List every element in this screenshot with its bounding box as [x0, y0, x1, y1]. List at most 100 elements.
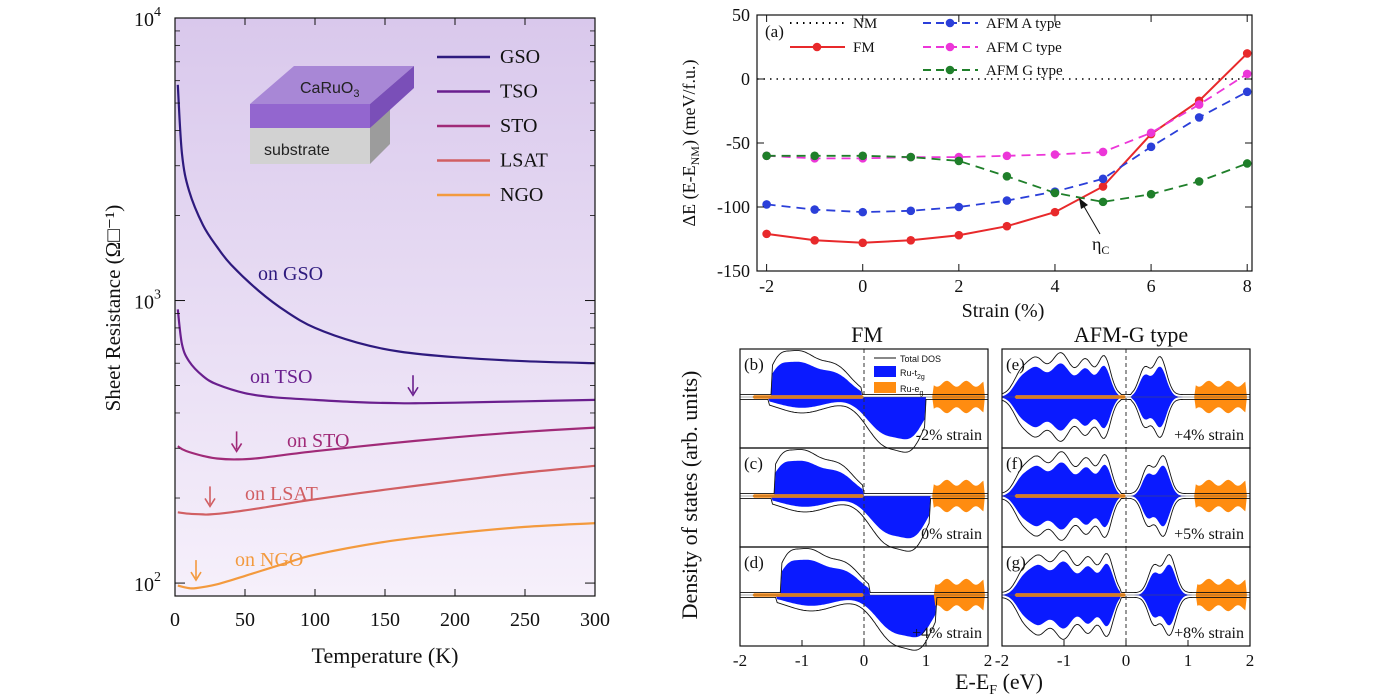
x-tick-label: 1 — [1184, 651, 1193, 670]
x-tick-label: -2 — [995, 651, 1009, 670]
dos-panel-f: (f) +5% strain — [1001, 447, 1251, 548]
series-line-sto — [177, 426, 596, 461]
data-point-afm-c — [1146, 128, 1156, 138]
x-axis-ticks: 0 50 100 150 200 250 300 — [170, 18, 610, 631]
t2g-area-down — [740, 397, 988, 440]
x-tick-label: 0 — [860, 651, 869, 670]
dos-panel-c: (c) 0% strain — [739, 447, 989, 552]
data-point-afm-a — [762, 200, 771, 209]
data-point-afm-a — [954, 202, 964, 212]
t2g-area-up — [740, 460, 988, 496]
data-point-fm — [858, 238, 868, 248]
data-point-fm — [906, 235, 916, 245]
column-title-fm: FM — [851, 322, 883, 347]
onset-arrowhead-tso — [407, 386, 419, 397]
legend-swatch-ru-t2g — [874, 366, 896, 377]
substrate-side — [370, 108, 390, 164]
legend-marker-fm — [812, 42, 822, 52]
data-point-afm-c — [1242, 69, 1252, 79]
data-point-fm — [1242, 49, 1252, 58]
eg-area-up — [740, 380, 988, 397]
legend-label-lsat: LSAT — [500, 150, 548, 172]
y-tick-label: -100 — [717, 197, 750, 217]
data-point-fm — [762, 229, 771, 239]
legend-swatch-ru-eg — [874, 382, 896, 393]
strain-label: +4% strain — [912, 625, 982, 642]
x-tick-label: 250 — [510, 609, 540, 631]
x-tick-label: 2 — [984, 651, 993, 670]
panel-label: (d) — [744, 553, 764, 572]
data-point-afm-c — [1002, 151, 1012, 161]
curve-label-ngo: on NGO — [235, 549, 303, 571]
dos-panel-e: (e) +4% strain — [1001, 348, 1251, 449]
legend-label-tso: TSO — [500, 81, 538, 103]
legend-label-ru-t2g: Ru-t2g — [900, 368, 925, 381]
x-tick-label: 0 — [1122, 651, 1131, 670]
film-front — [250, 104, 370, 128]
t2g-area-down — [1002, 397, 1250, 431]
y-tick-label: -50 — [726, 133, 750, 153]
x-tick-label: 2 — [1246, 651, 1255, 670]
y-axis-title: ΔE (E-ENM) (meV/f.u.) — [679, 60, 702, 227]
data-point-fm — [1098, 182, 1108, 191]
x-axis-title: Temperature (K) — [312, 643, 459, 668]
x-tick-label: 2 — [954, 276, 963, 296]
data-point-fm — [810, 235, 819, 245]
t2g-area-up — [740, 361, 988, 397]
legend-label-sto: STO — [500, 115, 537, 137]
substrate-front — [250, 128, 370, 164]
data-point-afm-g — [810, 151, 819, 161]
y-axis-ticks: 50 0 -50 -100 -150 — [717, 5, 1252, 281]
x-tick-label: 1 — [922, 651, 931, 670]
film-top — [250, 66, 414, 104]
data-point-afm-c — [1050, 150, 1060, 159]
resistance-series — [176, 84, 596, 590]
eg-area-down — [740, 595, 988, 612]
x-axis-title: Strain (%) — [962, 300, 1045, 322]
y-tick-label: 103 — [134, 288, 161, 314]
legend-label-gso: GSO — [500, 46, 540, 68]
strain-label: +8% strain — [1174, 625, 1244, 642]
eg-area-up — [740, 479, 988, 496]
legend: NM FM AFM A type AFM C type AFM G type — [790, 16, 1063, 79]
legend-label-ru-eg: Ru-eg — [900, 384, 924, 397]
x-axis-ticks: -2 0 2 4 6 8 — [759, 15, 1252, 296]
dos-panel-b: (b) -2% strain — [739, 348, 989, 453]
t2g-area-down — [740, 496, 988, 539]
x-tick-label: 100 — [300, 609, 330, 631]
data-point-afm-g — [1194, 177, 1204, 186]
y-tick-label: -150 — [717, 261, 750, 281]
data-point-afm-g — [1146, 189, 1156, 199]
data-point-afm-a — [1194, 113, 1204, 122]
x-tick-label: -1 — [795, 651, 809, 670]
data-point-afm-g — [762, 151, 771, 161]
eg-area-up — [1002, 578, 1250, 595]
legend-label-afm-g: AFM G type — [986, 63, 1063, 79]
eg-area-down — [740, 496, 988, 513]
eta-c-arrow — [1081, 202, 1101, 235]
t2g-area-up — [1002, 363, 1250, 397]
legend-marker-afm-a — [945, 18, 955, 28]
data-point-afm-g — [954, 156, 964, 166]
legend-marker-afm-c — [945, 42, 955, 52]
x-axis-ticks: -2 -1 0 1 2 -2 -1 0 1 2 — [733, 640, 1254, 670]
y-axis-ticks: 102 103 104 — [134, 5, 595, 596]
data-point-fm — [954, 230, 964, 240]
eg-area-up — [740, 578, 988, 595]
data-point-afm-g — [1050, 188, 1060, 198]
data-point-afm-a — [1002, 196, 1012, 205]
data-point-afm-a — [810, 205, 819, 214]
eg-area-up — [1002, 479, 1250, 496]
legend-label-total-dos: Total DOS — [900, 354, 941, 364]
data-point-afm-a — [906, 206, 916, 216]
y-tick-label: 0 — [741, 69, 750, 89]
curve-label-sto: on STO — [287, 430, 349, 452]
data-point-afm-a — [1146, 142, 1156, 152]
data-point-afm-c — [1098, 147, 1108, 157]
data-point-afm-a — [858, 207, 868, 217]
x-tick-label: 50 — [235, 609, 255, 631]
x-tick-label: 150 — [370, 609, 400, 631]
x-tick-label: 0 — [170, 609, 180, 631]
t2g-area-down — [1002, 496, 1250, 530]
